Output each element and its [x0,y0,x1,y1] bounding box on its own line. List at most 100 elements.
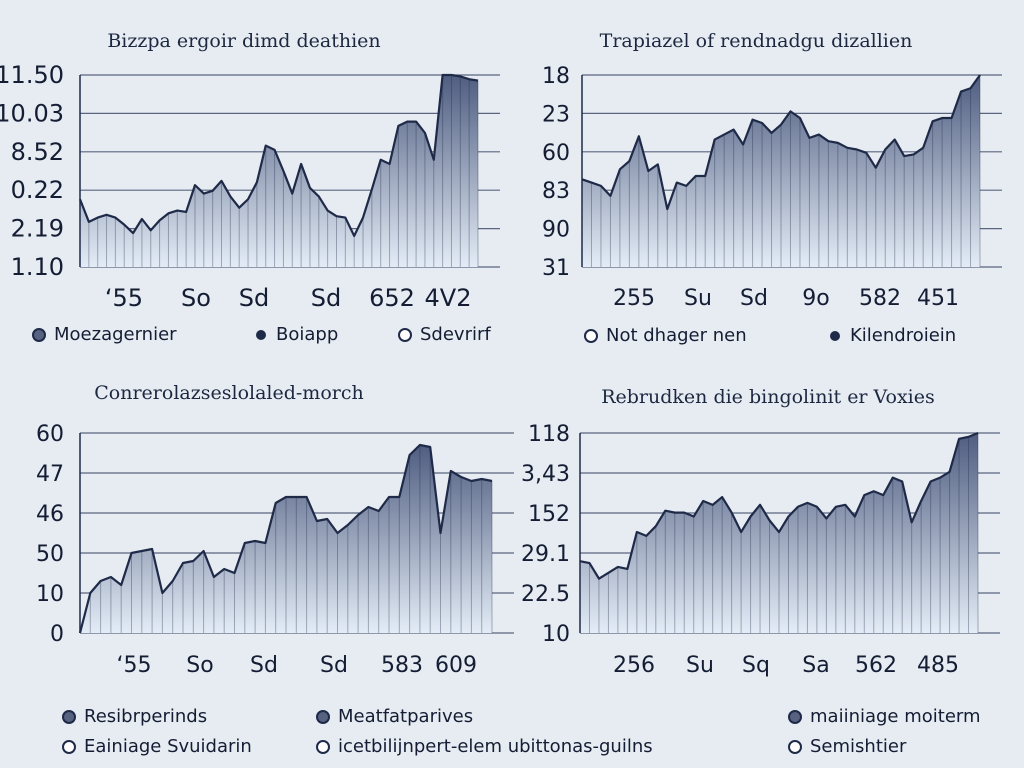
y-tick-label: 47 [36,462,64,487]
x-tick-label: Sd [250,653,278,678]
chart-1-title: Bizzpa ergoir dimd deathien [107,30,381,52]
legend-label: Semishtier [810,736,907,757]
y-tick-label: 1.10 [11,253,64,281]
legend-label: maiiniage moiterm [810,706,981,727]
area-fill [582,75,980,267]
x-tick-label: So [186,653,213,678]
legend-marker-hollow [316,739,330,754]
chart-4-title: Rebrudken die bingolinit er Voxies [601,386,935,408]
y-tick-label: 83 [542,179,570,204]
x-tick-label: Sd [311,284,341,312]
legend-item-moezagernier: Moezagernier [32,324,177,345]
y-tick-label: 22.5 [521,582,570,607]
legend-marker-hollow [788,739,802,754]
chart-3-svg: 60 47 46 50 10 0 ‘55 So Sd Sd 583 609 [36,422,514,678]
legend-marker-filled [32,327,46,342]
y-tick-label: 18 [542,64,570,89]
x-tick-label: 255 [613,286,655,311]
y-tick-label: 46 [36,502,64,527]
legend-label: icetbilijnpert-elem ubittonas-guilns [338,736,653,757]
x-tick-label: Sa [802,653,829,678]
y-tick-label: 0.22 [11,176,64,204]
x-tick-label: 583 [381,653,423,678]
x-tick-label: 652 [369,284,415,312]
legend-label: Resibrperinds [84,706,208,727]
legend-label: Eainiage Svuidarin [84,736,252,757]
legend-marker-hollow [62,739,76,754]
legend-item-icetbilijnpert: icetbilijnpert-elem ubittonas-guilns [316,736,653,757]
y-tick-label: 23 [542,102,570,127]
legend-marker-filled [62,709,76,724]
chart-panel-2: Trapiazel of rendnadgu dizallien 18 23 60 8… [512,0,1024,380]
legend-marker-hollow [584,328,598,343]
area-fill [80,75,478,267]
series-line [581,74,981,211]
x-tick-label: Su [686,653,714,678]
legend-label: Boiapp [276,324,339,345]
x-tick-label: Sq [742,653,770,678]
y-tick-label: 3,43 [521,462,570,487]
chart-panel-1: Bizzpa ergoir dimd deathien 11.50 10.03 8.… [0,0,512,380]
chart-2-svg: 18 23 60 83 90 31 255 Su Sd 9o 582 451 [542,64,1002,311]
series-line [579,431,979,580]
chart-panel-4: Rebrudken die bingolinit er Voxies 118 3,… [512,380,1024,768]
chart-3-title: Conrerolazseslolaled-morch [94,382,364,404]
chart-4-svg: 118 3,43 152 29.1 22.5 10 256 Su Sq Sa 562 485 [521,422,1000,678]
x-tick-label: 609 [435,653,477,678]
x-tick-label: Sd [239,284,269,312]
x-tick-label: 451 [917,286,959,311]
chart-1-legend: Moezagernier Boiapp Sdevrirf [0,0,512,380]
chart-2-legend: Not dhager nen Kilendroiein [512,0,1024,380]
legend-item-boiapp: Boiapp [254,324,338,345]
y-tick-label: 8.52 [11,138,64,166]
series-line [78,73,479,238]
x-tick-label: 582 [859,286,901,311]
x-tick-label: Su [684,286,712,311]
legend-label: Kilendroiein [850,325,957,346]
legend-item-sdevrirf: Sdevrirf [398,324,491,345]
legend-item-maiiniage-moiterm: maiiniage moiterm [788,706,981,727]
legend-label: Sdevrirf [420,324,491,345]
x-tick-label: 9o [802,286,829,311]
chart-2-title: Trapiazel of rendnadgu dizallien [599,30,913,52]
y-tick-label: 60 [542,141,570,166]
legend-item-eainiage-svuidarin: Eainiage Svuidarin [62,736,252,757]
legend-label: Meatfatparives [338,706,474,727]
x-tick-label: ‘55 [117,653,152,678]
x-tick-label: So [181,284,211,312]
legend-marker-dot [830,330,840,341]
legend-marker-filled [788,709,802,724]
y-tick-label: 2.19 [11,215,64,243]
x-tick-label: ‘55 [105,284,143,312]
legend-item-semishtier: Semishtier [788,736,906,757]
legend-item-resibrperinds: Resibrperinds [62,706,207,727]
y-tick-label: 90 [542,218,570,243]
legend-label: Moezagernier [54,324,177,345]
y-tick-label: 60 [36,422,64,447]
y-tick-label: 11.50 [0,61,64,89]
x-tick-label: 4V2 [425,284,472,312]
x-tick-label: 256 [613,653,655,678]
y-tick-label: 29.1 [521,542,570,567]
y-tick-label: 0 [50,622,64,647]
chart-panel-3: Conrerolazseslolaled-morch 60 47 46 50 10 0 ‘5… [0,380,514,768]
y-tick-label: 152 [528,502,570,527]
y-tick-label: 118 [528,422,570,447]
legend-marker-hollow [398,327,412,342]
y-tick-label: 10 [542,622,570,647]
legend-item-kilendroiein: Kilendroiein [828,325,956,346]
legend-item-meatfatparives: Meatfatparives [316,706,473,727]
legend-marker-dot [256,329,266,340]
y-tick-label: 10 [36,582,64,607]
x-tick-label: Sd [740,286,768,311]
legend-label: Not dhager nen [606,325,747,346]
y-tick-label: 10.03 [0,99,64,127]
chart-1-svg: 11.50 10.03 8.52 0.22 2.19 1.10 ‘55 So Sd Sd 652 4V… [0,61,500,312]
y-tick-label: 50 [36,542,64,567]
series-line [78,443,493,634]
y-tick-label: 31 [542,256,570,281]
legend-marker-filled [316,709,330,724]
x-tick-label: 562 [855,653,897,678]
x-tick-label: 485 [917,653,959,678]
